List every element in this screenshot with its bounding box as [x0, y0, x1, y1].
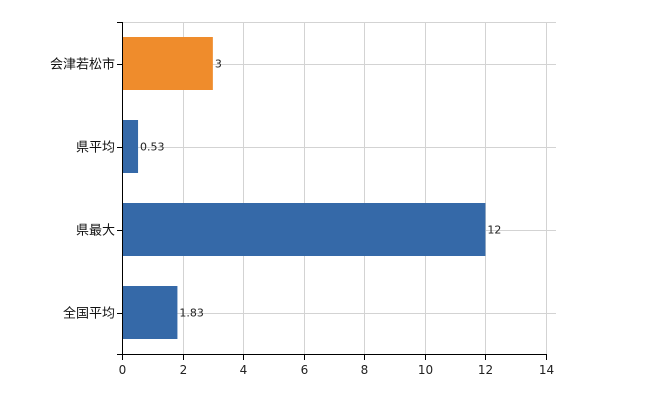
bar-3: [122, 286, 178, 339]
data-label-0: 3: [215, 58, 222, 71]
axes: [117, 22, 547, 355]
category-label-2: 県最大: [76, 224, 115, 239]
x-tick-label-3: 6: [301, 363, 309, 377]
x-tick-label-1: 2: [180, 363, 188, 377]
data-label-2: 12: [487, 224, 501, 237]
x-tick-label-2: 4: [240, 363, 248, 377]
bars: [122, 37, 486, 339]
category-label-0: 会津若松市: [50, 57, 115, 73]
category-label-3: 全国平均: [63, 306, 115, 322]
data-label-3: 1.83: [179, 307, 204, 320]
x-axis-ticks: 0 2 4 6 8 10 12 14: [119, 354, 554, 377]
x-tick-label-6: 12: [478, 363, 493, 377]
data-label-1: 0.53: [140, 141, 165, 154]
bar-0: [122, 37, 213, 90]
x-tick-label-0: 0: [119, 363, 127, 377]
bar-2: [122, 203, 486, 256]
x-tick-label-7: 14: [539, 363, 554, 377]
data-labels: 3 0.53 12 1.83: [140, 58, 501, 320]
x-tick-label-4: 8: [361, 363, 369, 377]
bar-1: [122, 120, 139, 173]
x-tick-label-5: 10: [418, 363, 433, 377]
category-label-1: 県平均: [76, 141, 115, 156]
